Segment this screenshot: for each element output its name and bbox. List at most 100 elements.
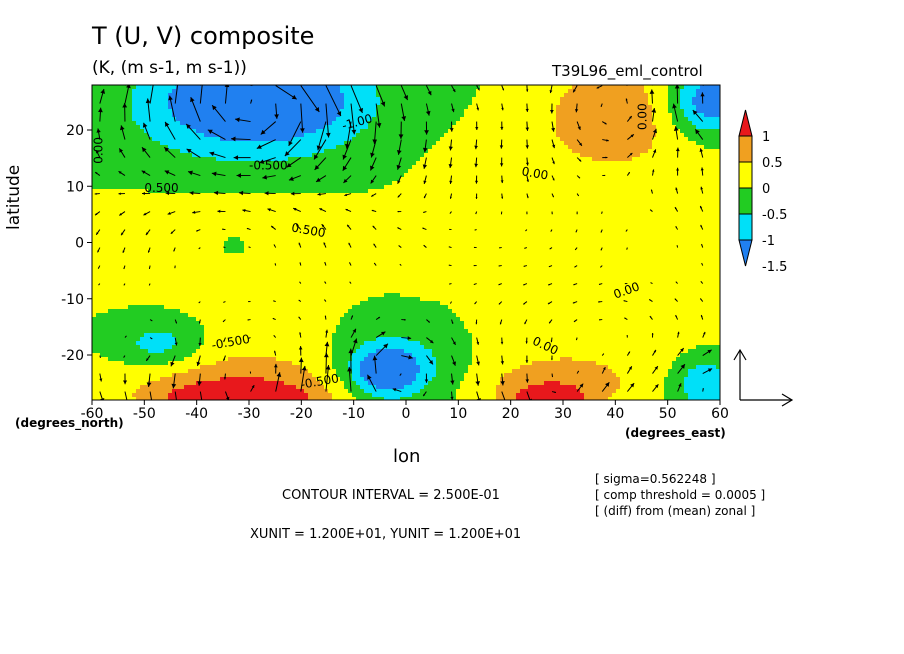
wind-vector: [626, 382, 635, 392]
wind-vector: [574, 265, 578, 268]
wind-vector: [373, 243, 377, 248]
colorbar-segment: [738, 187, 753, 215]
wind-vector: [185, 123, 201, 140]
wind-vector: [602, 139, 609, 142]
wind-vector: [525, 157, 529, 166]
wind-vector: [551, 175, 555, 181]
wind-vector: [500, 337, 504, 345]
wind-vector: [547, 283, 553, 286]
wind-vector: [525, 229, 528, 232]
wind-vector: [499, 157, 504, 167]
wind-vector: [375, 343, 389, 356]
wind-vector: [649, 89, 655, 104]
wind-vector: [476, 355, 480, 366]
wind-vector: [501, 85, 505, 91]
wind-vector: [601, 211, 603, 214]
wind-vector: [98, 283, 101, 286]
wind-vector: [124, 85, 126, 86]
wind-vector: [324, 341, 330, 356]
colorbar: 1 0.5 0 -0.5 -1 -1.5: [738, 109, 787, 275]
contour-label: 0.00: [521, 164, 550, 182]
wind-vector: [426, 355, 434, 365]
wind-vector: [344, 121, 352, 149]
wind-vector: [275, 372, 282, 392]
wind-vector: [174, 319, 178, 324]
wind-vector: [173, 247, 176, 252]
wind-vector: [149, 319, 153, 322]
wind-vector: [624, 317, 628, 320]
wind-vector: [189, 190, 201, 196]
wind-vector: [319, 207, 327, 213]
x-tick-label: -60: [81, 406, 104, 422]
wind-vector: [142, 122, 151, 140]
wind-vector: [223, 337, 226, 343]
wind-vector: [700, 167, 704, 176]
wind-vector: [500, 121, 504, 130]
wind-vector: [349, 281, 352, 284]
wind-vector: [397, 175, 402, 184]
wind-vector: [398, 121, 404, 139]
wind-vector: [702, 331, 706, 338]
wind-vector: [174, 337, 178, 346]
wind-vector: [651, 169, 655, 176]
wind-vector: [525, 103, 529, 112]
wind-vector: [702, 368, 713, 375]
wind-vector: [598, 319, 603, 321]
wind-vector: [652, 384, 659, 392]
wind-vector: [574, 247, 578, 251]
wind-vector: [149, 85, 151, 86]
x-axis-ticks: -60 -50 -40 -30 -20 -10 0 10 20 30 40 50 60: [81, 400, 729, 422]
wind-vector: [348, 242, 352, 248]
wind-vector: [143, 211, 151, 216]
wind-vector: [626, 115, 633, 122]
x-tick-label: -50: [133, 406, 156, 422]
wind-vector: [599, 265, 603, 268]
wind-vector: [474, 139, 478, 150]
wind-vector: [573, 319, 578, 323]
wind-vector: [572, 85, 578, 93]
wind-vector: [371, 209, 377, 213]
wind-vector: [650, 189, 653, 194]
y-tick-label: 20: [66, 123, 84, 139]
wind-vector: [576, 139, 583, 147]
wind-vector: [288, 121, 302, 147]
wind-vector: [248, 246, 251, 249]
wind-vector: [324, 281, 327, 284]
wind-vector: [167, 211, 176, 215]
wind-vector: [99, 85, 101, 86]
wind-vector: [372, 225, 377, 230]
wind-vector: [344, 193, 352, 197]
wind-vector: [526, 85, 529, 92]
wind-vector: [324, 315, 327, 320]
wind-vector: [250, 99, 253, 104]
contour-label: -0.500: [210, 332, 251, 353]
wind-vector: [451, 103, 455, 113]
wind-vector: [199, 391, 203, 400]
wind-vector: [676, 167, 680, 176]
wind-vector: [475, 211, 478, 215]
wind-vector: [651, 85, 653, 86]
wind-vector: [284, 139, 302, 157]
wind-vector: [298, 299, 302, 302]
wind-vector: [649, 209, 653, 212]
wind-vector: [677, 331, 680, 338]
x-tick-label: -30: [238, 406, 261, 422]
wind-vector: [450, 373, 455, 385]
wind-vector: [673, 126, 679, 140]
y-tick-label: -10: [61, 292, 84, 308]
wind-vector: [145, 355, 151, 362]
wind-vector: [397, 227, 402, 231]
wind-vector: [448, 157, 453, 169]
wind-vector: [702, 85, 705, 86]
wind-vector: [499, 319, 503, 325]
wind-vector: [422, 139, 428, 153]
wind-vector: [498, 301, 503, 305]
shaded-field: [92, 85, 720, 400]
wind-vector: [600, 247, 603, 251]
wind-vector: [674, 85, 680, 104]
wind-vector: [449, 228, 452, 231]
x-tick-label: 30: [554, 406, 572, 422]
wind-vector: [576, 157, 582, 162]
wind-vector: [702, 349, 712, 356]
wind-vector: [198, 337, 202, 347]
